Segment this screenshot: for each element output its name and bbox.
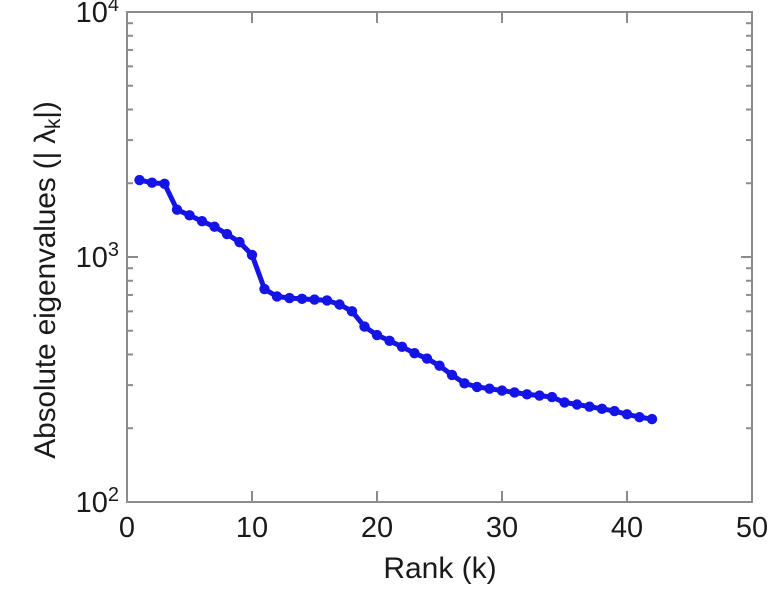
data-point-marker <box>321 295 333 306</box>
data-point-marker <box>534 390 545 401</box>
data-point-marker <box>396 341 408 352</box>
data-point-marker <box>159 178 170 189</box>
data-series-markers <box>134 174 658 425</box>
y-tick-label: 104 <box>75 0 119 29</box>
data-point-marker <box>309 294 320 305</box>
x-tick-label: 30 <box>485 512 519 544</box>
data-point-marker <box>509 387 520 398</box>
data-point-marker <box>184 210 195 221</box>
data-point-marker <box>209 221 220 232</box>
data-point-marker <box>271 291 283 302</box>
data-point-marker <box>521 389 533 400</box>
data-point-marker <box>646 413 658 425</box>
data-point-marker <box>359 321 370 332</box>
data-point-marker <box>409 347 420 359</box>
data-point-marker <box>459 378 470 389</box>
data-point-marker <box>371 329 383 341</box>
axes-frame <box>126 11 753 503</box>
x-tick-label: 40 <box>610 512 644 544</box>
data-point-marker <box>559 397 570 408</box>
data-point-marker <box>384 335 395 346</box>
y-axis-ticks <box>127 11 752 503</box>
data-point-marker <box>334 299 345 310</box>
data-point-marker <box>484 383 495 394</box>
data-point-marker <box>546 391 558 403</box>
data-point-marker <box>146 177 158 188</box>
x-axis-ticks <box>126 12 753 502</box>
data-point-marker <box>234 236 245 248</box>
data-point-marker <box>246 249 258 261</box>
data-point-marker <box>584 401 595 412</box>
x-tick-label: 20 <box>360 512 394 544</box>
data-point-marker <box>496 385 508 396</box>
data-point-marker <box>421 353 433 364</box>
y-tick-label: 102 <box>75 484 119 519</box>
data-point-marker <box>634 411 645 423</box>
x-axis-label: Rank (k) <box>383 552 497 585</box>
data-point-marker <box>296 293 308 305</box>
data-point-marker <box>571 399 583 410</box>
data-point-marker <box>221 228 233 240</box>
data-point-marker <box>434 360 445 371</box>
x-tick-label: 0 <box>118 512 136 544</box>
data-point-marker <box>196 216 208 227</box>
data-point-marker <box>284 292 295 304</box>
data-point-marker <box>446 369 458 381</box>
data-point-marker <box>134 174 145 186</box>
data-point-marker <box>259 283 270 295</box>
data-series-line <box>137 177 655 422</box>
data-point-marker <box>471 381 483 393</box>
data-point-marker <box>609 405 620 417</box>
x-tick-label: 50 <box>735 512 769 544</box>
x-tick-label: 10 <box>235 512 269 544</box>
y-tick-label: 103 <box>75 239 119 274</box>
data-point-marker <box>596 403 608 415</box>
data-point-marker <box>621 409 633 420</box>
data-point-marker <box>171 204 183 215</box>
data-point-marker <box>346 306 358 317</box>
